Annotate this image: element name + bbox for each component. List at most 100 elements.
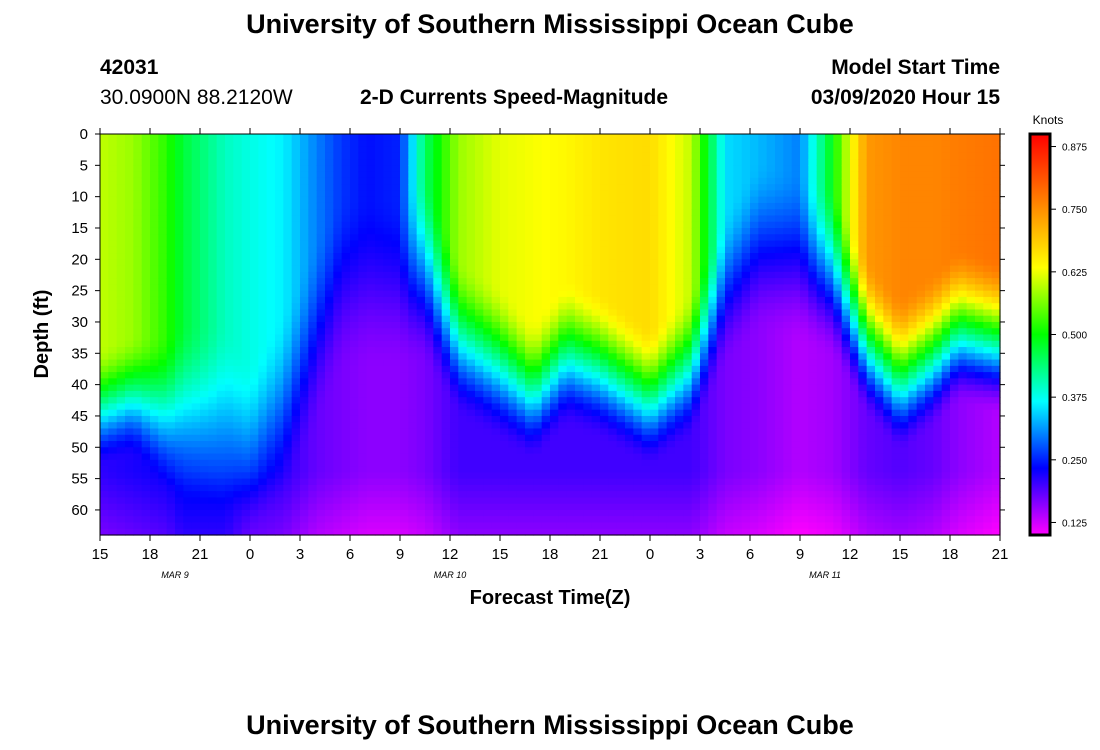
heatmap-cell xyxy=(675,441,684,448)
heatmap-cell xyxy=(441,428,451,436)
heatmap-cell xyxy=(350,165,359,173)
heatmap-cell xyxy=(341,303,351,311)
heatmap-cell xyxy=(333,134,343,141)
heatmap-cell xyxy=(250,177,259,185)
heatmap-cell xyxy=(691,315,701,323)
heatmap-cell xyxy=(166,478,176,486)
heatmap-cell xyxy=(741,372,751,379)
heatmap-cell xyxy=(191,491,201,499)
heatmap-cell xyxy=(575,372,584,379)
heatmap-cell xyxy=(291,491,301,499)
heatmap-cell xyxy=(233,159,243,166)
heatmap-cell xyxy=(666,466,676,473)
heatmap-cell xyxy=(150,315,159,323)
heatmap-cell xyxy=(741,390,751,398)
heatmap-cell xyxy=(283,159,293,166)
heatmap-cell xyxy=(566,484,576,492)
heatmap-cell xyxy=(700,234,709,242)
heatmap-cell xyxy=(108,472,118,480)
heatmap-cell xyxy=(250,290,259,298)
heatmap-cell xyxy=(558,278,568,285)
heatmap-cell xyxy=(158,240,168,248)
heatmap-cell xyxy=(433,315,443,323)
heatmap-cell xyxy=(708,466,718,473)
heatmap-cell xyxy=(175,472,184,480)
heatmap-cell xyxy=(416,159,426,166)
heatmap-cell xyxy=(658,328,668,336)
heatmap-cell xyxy=(200,359,209,367)
heatmap-cell xyxy=(166,315,176,323)
heatmap-cell xyxy=(275,472,284,480)
heatmap-cell xyxy=(516,472,526,480)
heatmap-cell xyxy=(275,152,284,160)
heatmap-cell xyxy=(675,459,684,467)
heatmap-cell xyxy=(250,434,259,442)
heatmap-cell xyxy=(233,165,243,173)
heatmap-cell xyxy=(125,290,134,298)
heatmap-cell xyxy=(733,321,743,329)
heatmap-cell xyxy=(391,384,401,392)
heatmap-cell xyxy=(433,359,443,367)
heatmap-cell xyxy=(183,152,193,160)
heatmap-cell xyxy=(475,466,484,473)
heatmap-cell xyxy=(233,259,243,267)
heatmap-cell xyxy=(691,422,701,430)
heatmap-cell xyxy=(183,227,193,235)
heatmap-cell xyxy=(341,334,351,342)
heatmap-cell xyxy=(358,202,368,210)
heatmap-cell xyxy=(391,422,401,430)
heatmap-cell xyxy=(258,196,268,204)
heatmap-cell xyxy=(341,516,351,524)
heatmap-cell xyxy=(241,409,251,417)
heatmap-cell xyxy=(350,516,359,524)
heatmap-cell xyxy=(341,253,351,260)
heatmap-cell xyxy=(266,409,276,417)
heatmap-cell xyxy=(241,315,251,323)
heatmap-cell xyxy=(291,415,301,423)
heatmap-cell xyxy=(283,340,293,348)
heatmap-cell xyxy=(225,484,234,492)
heatmap-cell xyxy=(625,359,634,367)
heatmap-cell xyxy=(633,177,643,185)
heatmap-cell xyxy=(133,365,143,373)
heatmap-cell xyxy=(500,497,509,505)
heatmap-cell xyxy=(166,290,176,298)
heatmap-cell xyxy=(616,353,626,361)
heatmap-cell xyxy=(391,434,401,442)
heatmap-cell xyxy=(383,415,393,423)
heatmap-cell xyxy=(433,453,443,461)
heatmap-cell xyxy=(633,240,643,248)
heatmap-cell xyxy=(558,296,568,304)
heatmap-cell xyxy=(308,459,318,467)
heatmap-cell xyxy=(191,221,201,229)
heatmap-cell xyxy=(175,378,184,386)
heatmap-cell xyxy=(191,384,201,392)
heatmap-cell xyxy=(675,221,684,229)
heatmap-cell xyxy=(258,227,268,235)
heatmap-cell xyxy=(266,253,276,260)
heatmap-cell xyxy=(408,472,418,480)
heatmap-cell xyxy=(683,459,693,467)
heatmap-cell xyxy=(700,390,709,398)
heatmap-cell xyxy=(725,259,734,267)
heatmap-cell xyxy=(325,491,334,499)
heatmap-cell xyxy=(341,234,351,242)
heatmap-cell xyxy=(708,202,718,210)
heatmap-cell xyxy=(691,491,701,499)
heatmap-cell xyxy=(158,278,168,285)
heatmap-cell xyxy=(250,165,259,173)
heatmap-cell xyxy=(400,315,409,323)
heatmap-cell xyxy=(300,271,309,279)
heatmap-cell xyxy=(508,253,518,260)
heatmap-cell xyxy=(708,259,718,267)
heatmap-cell xyxy=(483,397,493,405)
heatmap-cell xyxy=(325,290,334,298)
heatmap-cell xyxy=(616,466,626,473)
heatmap-cell xyxy=(350,453,359,461)
heatmap-cell xyxy=(433,328,443,336)
heatmap-cell xyxy=(241,271,251,279)
heatmap-cell xyxy=(608,184,618,191)
heatmap-cell xyxy=(566,372,576,379)
heatmap-cell xyxy=(558,146,568,154)
heatmap-cell xyxy=(525,491,534,499)
